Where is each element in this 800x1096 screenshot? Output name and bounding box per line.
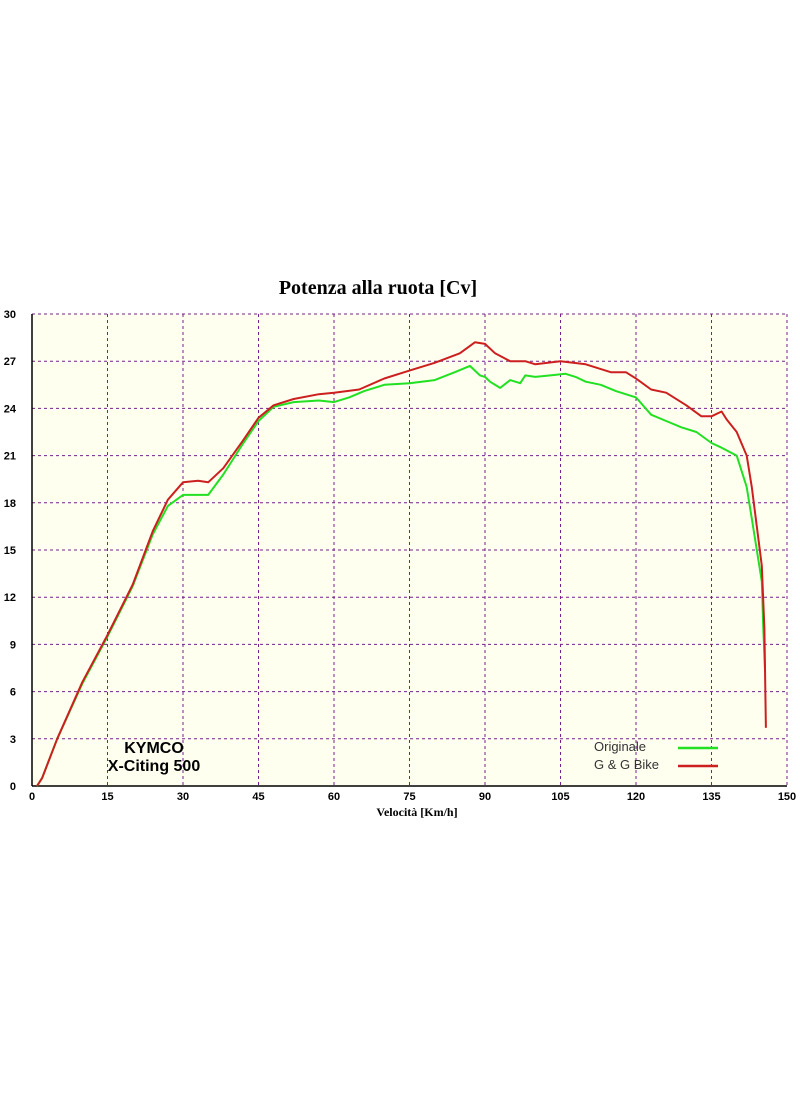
legend: Originale G & G Bike — [594, 739, 718, 772]
x-tick-label: 15 — [101, 791, 113, 803]
y-tick-label: 0 — [10, 781, 16, 793]
annotation-brand: KYMCO — [124, 740, 184, 757]
legend-label: Originale — [594, 739, 646, 754]
y-tick-label: 18 — [4, 498, 16, 510]
x-axis-label: Velocità [Km/h] — [376, 805, 457, 819]
series-group — [36, 341, 767, 787]
y-tick-label: 21 — [4, 451, 16, 463]
y-tick-label: 15 — [4, 545, 16, 557]
y-tick-label: 9 — [10, 639, 16, 651]
y-tick-label: 3 — [10, 734, 16, 746]
x-tick-label: 105 — [551, 791, 569, 803]
chart-title: Potenza alla ruota [Cv] — [279, 277, 477, 299]
y-tick-label: 30 — [4, 309, 16, 321]
x-tick-label: 30 — [177, 791, 189, 803]
x-tick-label: 120 — [627, 791, 645, 803]
x-tick-label: 45 — [252, 791, 264, 803]
y-tick-label: 6 — [10, 687, 16, 699]
x-tick-label: 90 — [479, 791, 491, 803]
x-tick-label: 150 — [778, 791, 796, 803]
x-tick-label: 0 — [29, 791, 35, 803]
axes — [31, 314, 787, 787]
y-tick-label: 12 — [4, 592, 16, 604]
tick-labels: 0 15 30 45 60 75 90 105 120 135 150 0 3 6 9 12 15 18 21 24 2… — [4, 309, 796, 803]
series-line-gg-bike — [36, 341, 767, 787]
series-line-originale — [36, 364, 766, 787]
y-tick-label: 24 — [4, 403, 17, 415]
annotation-model: X-Citing 500 — [108, 758, 201, 775]
x-tick-label: 135 — [702, 791, 720, 803]
y-tick-label: 27 — [4, 356, 16, 368]
legend-label: G & G Bike — [594, 757, 659, 772]
x-tick-label: 60 — [328, 791, 340, 803]
x-tick-label: 75 — [403, 791, 415, 803]
